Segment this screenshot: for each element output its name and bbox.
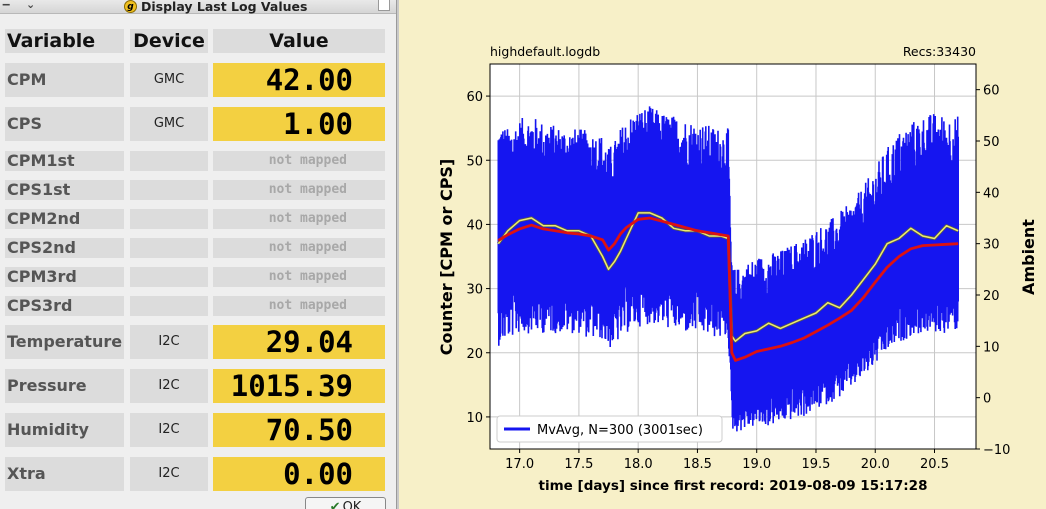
log-chart: 17.0 17.5 18.0 18.5 19.0 19.5 20.0 20.5 10 20 30 40… xyxy=(437,44,1038,494)
header-variable: Variable xyxy=(5,29,124,53)
y-tick-label: 40 xyxy=(466,218,483,233)
y2-tick-label: 10 xyxy=(983,340,1000,355)
variable-name-cpm3rd: CPM3rd xyxy=(5,267,124,287)
device-cell-xtra: I2C xyxy=(130,457,208,491)
x-tick-label: 17.5 xyxy=(564,457,593,472)
close-icon[interactable] xyxy=(378,0,390,11)
variable-name-cpm1st: CPM1st xyxy=(5,151,124,171)
ambient-line xyxy=(497,212,959,342)
device-cell-cpm: GMC xyxy=(130,63,208,97)
value-cell-cpm2nd: not mapped xyxy=(213,209,385,229)
legend-box xyxy=(496,415,723,443)
y2-tick-label: 50 xyxy=(983,135,1000,150)
device-cell-cpm3rd xyxy=(130,267,208,287)
variable-name-xtra: Xtra xyxy=(5,457,124,491)
legend-label: MvAvg, N=300 (3001sec) xyxy=(537,423,703,438)
variable-name-humidity: Humidity xyxy=(5,413,124,447)
y2-tick-label: 20 xyxy=(983,289,1000,304)
y-tick-label: 50 xyxy=(466,154,483,169)
value-cell-temperature: 29.04 xyxy=(213,325,385,359)
ok-label: OK xyxy=(342,500,362,509)
x-tick-label: 17.0 xyxy=(505,457,534,472)
plot-file-label: highdefault.logdb xyxy=(490,44,600,59)
app-logo-icon: g xyxy=(124,0,137,13)
ok-button[interactable]: ✔ OK xyxy=(305,497,386,509)
value-cell-cpm1st: not mapped xyxy=(213,151,385,171)
device-cell-cpm1st xyxy=(130,151,208,171)
value-cell-cps: 1.00 xyxy=(213,107,385,141)
y2-tick-label: 0 xyxy=(983,392,991,407)
x-tick-label: 19.5 xyxy=(801,457,830,472)
y2-tick-label: 60 xyxy=(983,84,1000,99)
y2-axis-label: Ambient xyxy=(1019,219,1038,295)
y-tick-label: 20 xyxy=(466,347,483,362)
x-axis-label: time [days] since first record: 2019-08-… xyxy=(539,478,928,494)
chevron-down-icon[interactable]: ⌄ xyxy=(26,0,36,11)
x-tick-label: 18.5 xyxy=(683,457,712,472)
header-device: Device xyxy=(130,29,208,53)
y-axis-label: Counter [CPM or CPS] xyxy=(437,159,456,356)
value-cell-cps1st: not mapped xyxy=(213,180,385,200)
device-cell-cpm2nd xyxy=(130,209,208,229)
x-tick-label: 19.0 xyxy=(742,457,771,472)
device-cell-temperature: I2C xyxy=(130,325,208,359)
log-plot-area: 17.0 17.5 18.0 18.5 19.0 19.5 20.0 20.5 10 20 30 40… xyxy=(396,0,1046,509)
value-cell-pressure: 1015.39 xyxy=(213,369,385,403)
value-cell-cps3rd: not mapped xyxy=(213,296,385,316)
x-tick-label: 20.5 xyxy=(920,457,949,472)
plot-frame xyxy=(489,63,977,450)
variable-name-cps1st: CPS1st xyxy=(5,180,124,200)
device-cell-pressure: I2C xyxy=(130,369,208,403)
y2-tick-label: 40 xyxy=(983,186,1000,201)
variable-name-cpm: CPM xyxy=(5,63,124,97)
window-menu-icon[interactable]: ‒ xyxy=(2,0,11,11)
y-tick-label: 30 xyxy=(466,283,483,298)
variable-name-pressure: Pressure xyxy=(5,369,124,403)
x-tick-label: 18.0 xyxy=(624,457,653,472)
device-cell-cps1st xyxy=(130,180,208,200)
device-cell-cps3rd xyxy=(130,296,208,316)
checkmark-icon: ✔ xyxy=(329,500,341,509)
variable-name-cpm2nd: CPM2nd xyxy=(5,209,124,229)
dialog-titlebar[interactable]: ‒ ⌄ g Display Last Log Values xyxy=(0,0,396,14)
dialog-title: Display Last Log Values xyxy=(141,0,308,14)
y-tick-label: 10 xyxy=(466,411,483,426)
mvavg-line xyxy=(497,216,959,362)
y2-tick-label: −10 xyxy=(983,443,1010,458)
x-tick-label: 20.0 xyxy=(861,457,890,472)
variable-name-cps3rd: CPS3rd xyxy=(5,296,124,316)
device-cell-cps2nd xyxy=(130,238,208,258)
variable-name-temperature: Temperature xyxy=(5,325,124,359)
header-value: Value xyxy=(213,29,385,53)
device-cell-humidity: I2C xyxy=(130,413,208,447)
value-cell-cpm: 42.00 xyxy=(213,63,385,97)
plot-records-label: Recs:33430 xyxy=(903,44,976,59)
device-cell-cps: GMC xyxy=(130,107,208,141)
raw-counts-trace xyxy=(497,106,959,432)
variable-name-cps2nd: CPS2nd xyxy=(5,238,124,258)
y-tick-label: 60 xyxy=(466,90,483,105)
value-cell-cps2nd: not mapped xyxy=(213,238,385,258)
y2-tick-label: 30 xyxy=(983,238,1000,253)
value-cell-humidity: 70.50 xyxy=(213,413,385,447)
value-cell-xtra: 0.00 xyxy=(213,457,385,491)
value-cell-cpm3rd: not mapped xyxy=(213,267,385,287)
variable-name-cps: CPS xyxy=(5,107,124,141)
log-values-dialog: ‒ ⌄ g Display Last Log Values Variable D… xyxy=(0,0,397,509)
